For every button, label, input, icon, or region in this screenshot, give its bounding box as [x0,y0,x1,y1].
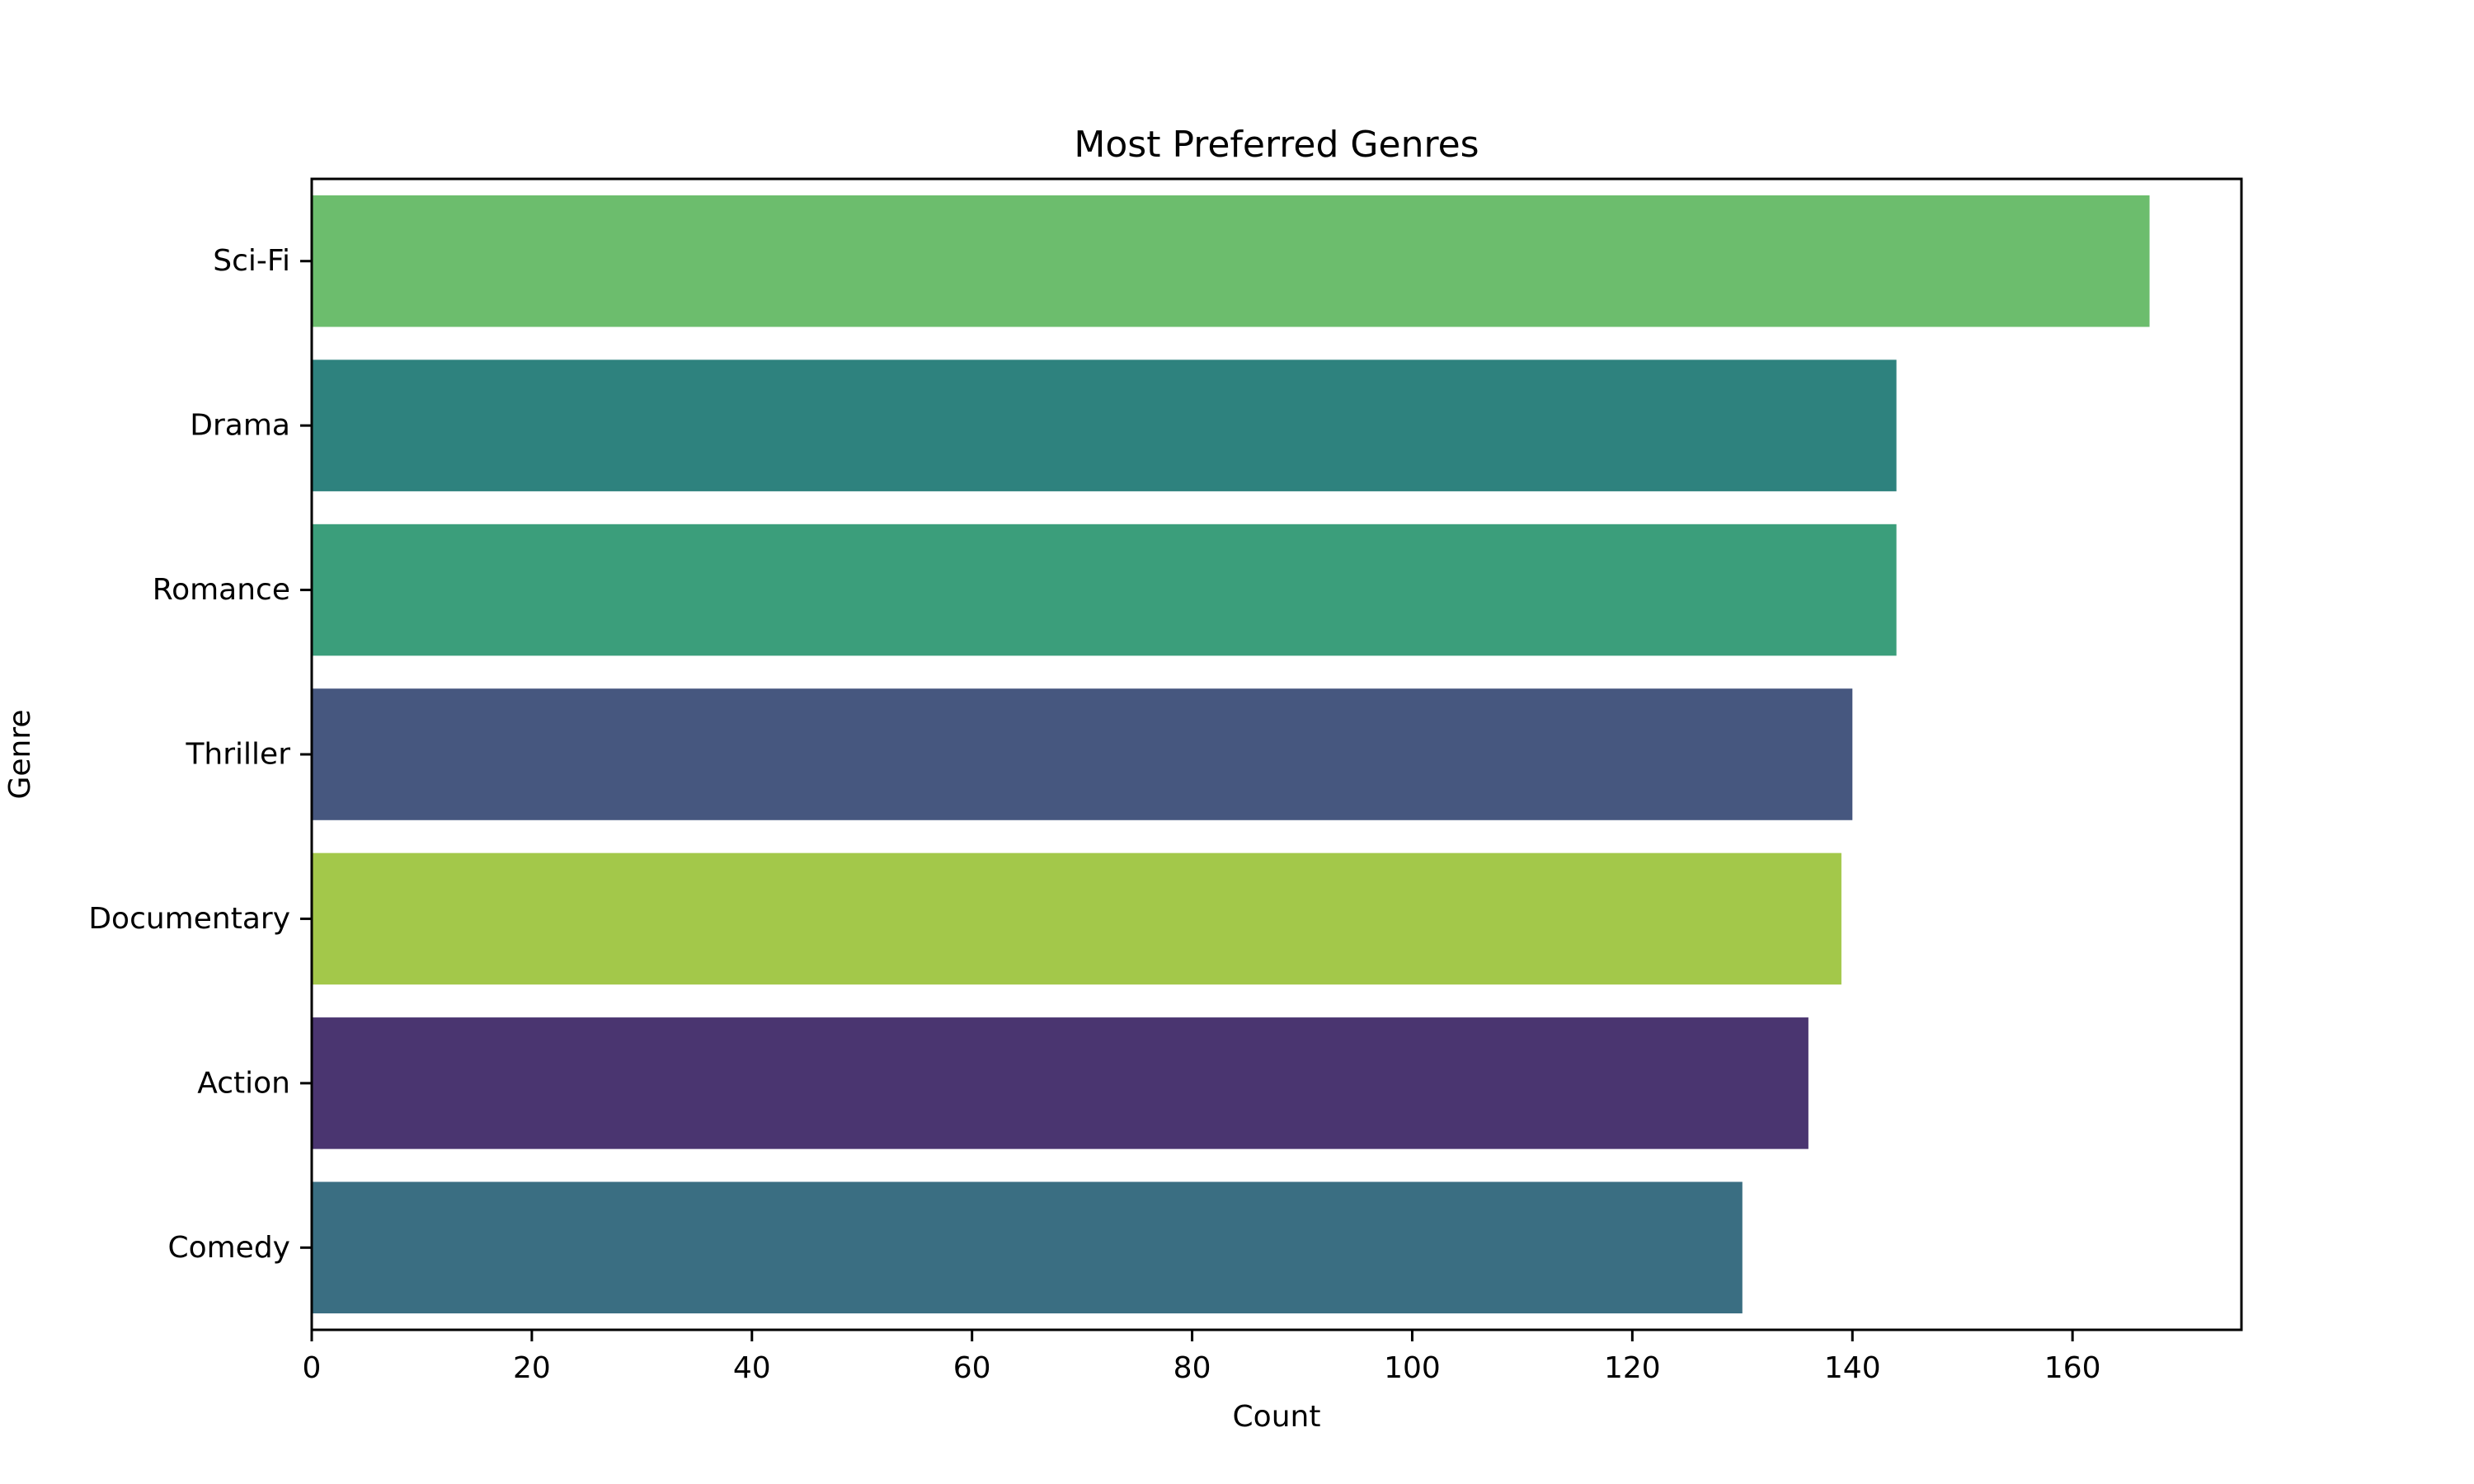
x-tick-label: 140 [1824,1351,1881,1385]
y-tick-label-documentary: Documentary [88,902,290,936]
chart-title: Most Preferred Genres [1074,124,1479,166]
y-tick-label-drama: Drama [190,409,290,443]
bar-thriller [312,688,1853,820]
y-ticks-layer: Sci-Fi Drama Romance Thriller Documentary Act… [88,244,312,1265]
x-tick-label: 20 [513,1351,551,1385]
x-tick-label: 60 [953,1351,991,1385]
x-tick-label: 0 [303,1351,322,1385]
y-axis-label: Genre [3,709,37,799]
bars-layer [312,195,2150,1314]
plot-frame [310,177,2243,1331]
x-tick-label: 80 [1174,1351,1211,1385]
x-axis-label: Count [1233,1400,1321,1434]
x-tick-label: 120 [1604,1351,1661,1385]
x-ticks-layer: 0 20 40 60 80 100 120 140 160 [303,1330,2101,1385]
y-tick-label-sci-fi: Sci-Fi [213,244,290,278]
x-tick-label: 100 [1384,1351,1441,1385]
bar-documentary [312,852,1841,985]
bar-action [312,1017,1808,1149]
x-tick-label: 160 [2044,1351,2101,1385]
x-tick-label: 40 [733,1351,771,1385]
bar-sci-fi [312,195,2150,327]
bar-romance [312,524,1897,656]
bar-drama [312,359,1897,491]
y-tick-label-romance: Romance [153,573,290,607]
y-tick-label-thriller: Thriller [185,738,290,772]
y-tick-label-comedy: Comedy [167,1231,290,1265]
y-tick-label-action: Action [197,1066,290,1100]
bar-comedy [312,1181,1743,1314]
